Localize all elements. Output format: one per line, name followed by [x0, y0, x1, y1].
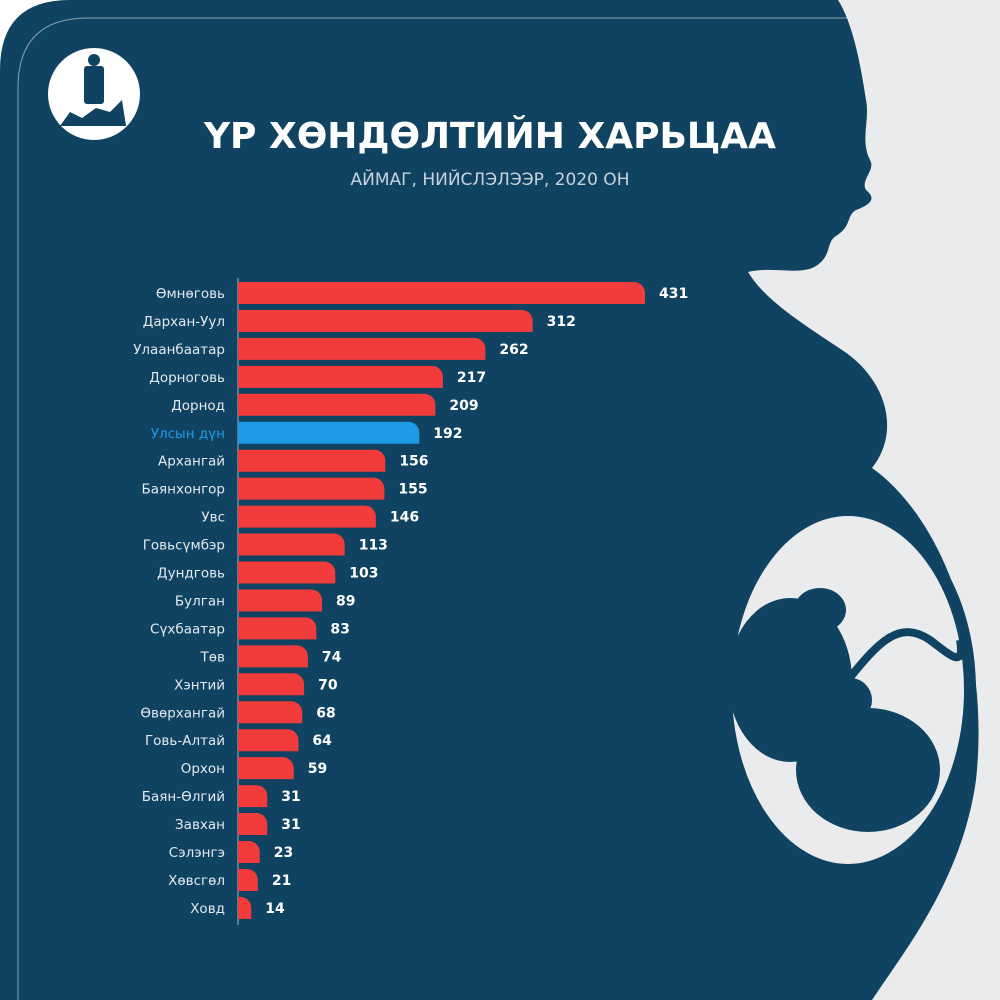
- frame-line: [17, 17, 1000, 1000]
- category-label: Улаанбаатар: [133, 342, 225, 358]
- category-label: Орхон: [181, 761, 225, 777]
- bar: [238, 533, 345, 556]
- category-label: Баянхонгор: [142, 482, 225, 498]
- bar: [238, 813, 268, 836]
- bar: [238, 449, 386, 472]
- category-label: Завхан: [175, 817, 225, 833]
- value-label: 312: [547, 314, 576, 330]
- bar: [238, 505, 376, 528]
- umbilical-cord: [844, 628, 965, 683]
- category-label: Сүхбаатар: [150, 621, 225, 637]
- value-label: 103: [349, 566, 378, 582]
- category-label: Увс: [201, 510, 225, 526]
- category-label: Улсын дүн: [151, 426, 225, 442]
- value-label: 146: [390, 510, 419, 526]
- bar: [238, 701, 303, 724]
- value-label: 59: [308, 761, 327, 777]
- chart-subtitle: АЙМАГ, НИЙСЛЭЛЭЭР, 2020 ОН: [351, 168, 630, 190]
- logo: [48, 48, 140, 140]
- bar: [238, 561, 336, 584]
- value-label: 431: [659, 286, 688, 302]
- value-label: 74: [322, 649, 342, 665]
- bar: [238, 841, 260, 863]
- category-label: Говь-Алтай: [145, 733, 225, 749]
- category-label: Хөвсгөл: [168, 873, 225, 889]
- bar: [238, 645, 308, 668]
- value-label: 217: [457, 370, 486, 386]
- category-label: Дундговь: [157, 566, 225, 582]
- silhouette: [748, 0, 1000, 1000]
- bar: [238, 393, 436, 416]
- bar: [238, 868, 258, 891]
- category-label: Говьсүмбэр: [143, 538, 225, 554]
- bar: [238, 365, 443, 388]
- value-label: 21: [272, 873, 291, 889]
- category-label: Төв: [200, 649, 226, 665]
- bar: [238, 729, 299, 752]
- bar: [238, 282, 645, 304]
- category-label: Хэнтий: [174, 677, 225, 693]
- category-label: Дорнод: [171, 398, 225, 414]
- value-label: 68: [316, 705, 335, 721]
- fetus: [728, 588, 940, 832]
- bar: [238, 421, 420, 444]
- value-label: 83: [330, 621, 349, 637]
- category-label: Өвөрхангай: [140, 705, 225, 721]
- bar: [238, 617, 317, 640]
- value-label: 64: [312, 733, 332, 749]
- category-label: Дархан-Уул: [143, 314, 225, 330]
- bar: [238, 785, 268, 808]
- category-label: Баян-Өлгий: [142, 789, 225, 805]
- bar: [238, 896, 252, 919]
- value-label: 155: [398, 482, 427, 498]
- value-label: 156: [399, 454, 428, 470]
- bar: [238, 337, 486, 360]
- bar: [238, 673, 305, 696]
- category-label: Булган: [175, 593, 225, 609]
- value-label: 192: [433, 426, 462, 442]
- value-label: 70: [318, 677, 338, 693]
- value-label: 14: [265, 901, 285, 917]
- category-label: Дорноговь: [149, 370, 225, 386]
- value-label: 89: [336, 593, 355, 609]
- bar: [238, 477, 385, 500]
- category-label: Сэлэнгэ: [169, 845, 225, 861]
- bar: [238, 589, 323, 612]
- category-label: Архангай: [158, 454, 225, 470]
- bar: [238, 757, 294, 780]
- bar: [238, 309, 533, 332]
- value-label: 113: [359, 538, 388, 554]
- value-label: 31: [281, 789, 300, 805]
- value-label: 23: [274, 845, 293, 861]
- chart-title: ҮР ХӨНДӨЛТИЙН ХАРЬЦАА: [203, 115, 776, 157]
- value-label: 209: [449, 398, 478, 414]
- value-label: 31: [281, 817, 300, 833]
- bars: 431 Өмнөговь 312 Дархан-Уул 262 Улаанбаатар 21…: [133, 282, 688, 919]
- category-label: Ховд: [190, 901, 225, 917]
- category-label: Өмнөговь: [156, 286, 225, 302]
- value-label: 262: [499, 342, 528, 358]
